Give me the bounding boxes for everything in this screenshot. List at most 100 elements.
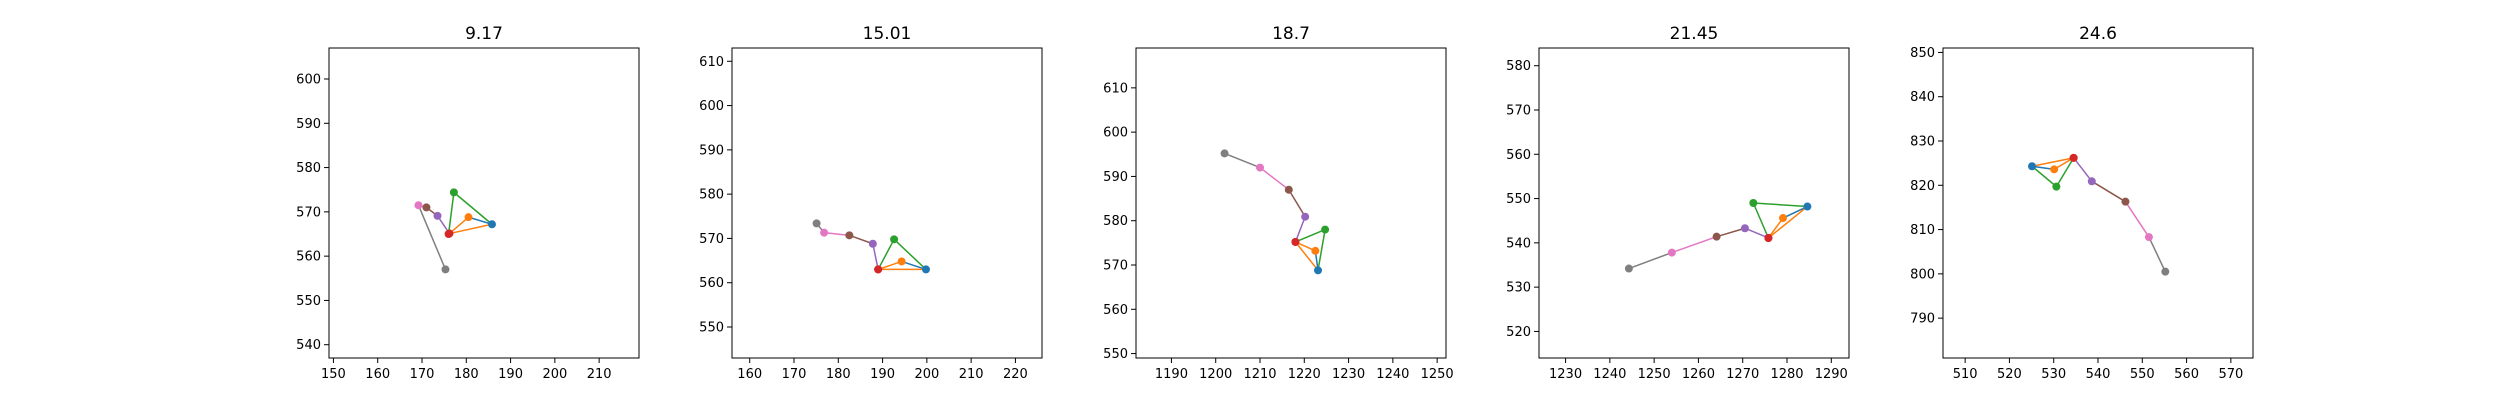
axes-frame xyxy=(1135,47,1447,359)
keypoint-marker xyxy=(1712,232,1721,241)
keypoint-marker xyxy=(1314,266,1323,275)
y-tick-label: 820 xyxy=(1910,179,1935,194)
skeleton-segment xyxy=(453,191,493,225)
subplot-2: 15.01 160 170 180 190 200 210 220 550 560 570 580 59… xyxy=(699,24,1043,382)
x-tick-label: 160 xyxy=(737,367,762,382)
keypoint-marker xyxy=(812,219,821,228)
y-tick-label: 840 xyxy=(1910,90,1935,105)
skeleton-segment xyxy=(901,260,927,271)
y-tick-label: 550 xyxy=(699,321,724,336)
skeleton-segment xyxy=(877,238,895,270)
skeleton-segment xyxy=(449,223,493,235)
skeleton-segment xyxy=(1782,205,1808,219)
y-tick-label: 560 xyxy=(1506,148,1531,163)
subplot-3: 18.7 1190 1200 1210 1220 1230 1240 1250 550 560 57… xyxy=(1103,24,1454,382)
y-tick-label: 560 xyxy=(296,250,321,265)
x-tick-label: 1290 xyxy=(1815,367,1848,382)
x-tick-label: 530 xyxy=(2041,367,2066,382)
x-tick-label: 510 xyxy=(1953,367,1978,382)
keypoint-marker xyxy=(820,228,829,237)
y-tick-label: 580 xyxy=(296,161,321,176)
skeleton-segment xyxy=(877,260,902,271)
axes-frame xyxy=(731,47,1043,359)
x-tick-label: 1190 xyxy=(1155,367,1188,382)
x-tick-label: 170 xyxy=(410,367,435,382)
skeleton-segment xyxy=(2055,157,2075,188)
keypoint-marker xyxy=(444,230,453,238)
x-tick-label: 1230 xyxy=(1332,367,1365,382)
y-tick-label: 590 xyxy=(296,117,321,132)
skeleton-segment xyxy=(824,231,850,237)
keypoint-marker xyxy=(1321,225,1330,234)
y-tick-label: 610 xyxy=(1103,81,1128,96)
keypoint-marker xyxy=(868,239,877,248)
x-tick-label: 560 xyxy=(2174,367,2199,382)
y-tick-label: 560 xyxy=(699,276,724,291)
skeleton-segment xyxy=(2091,180,2126,203)
skeleton-segment xyxy=(1294,241,1319,271)
subplot-title: 24.6 xyxy=(2079,24,2117,44)
keypoint-marker xyxy=(2052,182,2061,191)
axes-frame xyxy=(1538,47,1850,359)
x-tick-label: 180 xyxy=(454,367,479,382)
keypoint-marker xyxy=(2050,165,2059,174)
subplot-1: 9.17 150 160 170 180 190 200 210 540 550 560 570 580… xyxy=(296,24,640,382)
x-tick-label: 210 xyxy=(959,367,984,382)
keypoint-marker xyxy=(449,188,458,197)
x-tick-label: 200 xyxy=(542,367,567,382)
y-tick-label: 560 xyxy=(1103,303,1128,318)
keypoint-marker xyxy=(414,201,423,210)
x-tick-label: 190 xyxy=(498,367,523,382)
y-tick-label: 590 xyxy=(1103,170,1128,185)
x-tick-label: 180 xyxy=(826,367,851,382)
skeleton-segment xyxy=(1294,216,1306,243)
x-tick-label: 1240 xyxy=(1593,367,1626,382)
skeleton-segment xyxy=(2031,157,2074,167)
skeleton-segment xyxy=(2073,157,2093,182)
skeleton-segment xyxy=(1716,227,1746,238)
skeleton-segment xyxy=(1753,202,1808,208)
y-tick-label: 600 xyxy=(1103,126,1128,141)
keypoint-marker xyxy=(2161,267,2170,276)
skeleton-segment xyxy=(1259,166,1290,191)
keypoint-marker xyxy=(1624,264,1633,273)
y-tick-label: 540 xyxy=(296,338,321,353)
y-tick-label: 570 xyxy=(1103,259,1128,274)
keypoint-marker xyxy=(1749,199,1758,207)
keypoint-marker xyxy=(1284,185,1293,194)
y-tick-label: 550 xyxy=(1103,347,1128,362)
skeleton-segment xyxy=(1295,228,1326,243)
skeleton-segment xyxy=(448,216,469,235)
skeleton-segment xyxy=(1288,189,1306,218)
skeleton-segment xyxy=(1224,152,1261,169)
y-tick-label: 590 xyxy=(699,143,724,158)
x-tick-label: 1270 xyxy=(1726,367,1759,382)
keypoint-marker xyxy=(1220,149,1229,158)
keypoint-marker xyxy=(2087,177,2096,186)
skeleton-segment xyxy=(893,238,927,270)
x-tick-label: 1240 xyxy=(1376,367,1409,382)
y-tick-label: 530 xyxy=(1506,281,1531,296)
y-tick-label: 550 xyxy=(1506,192,1531,207)
y-tick-label: 570 xyxy=(296,205,321,220)
skeleton-segment xyxy=(2124,201,2150,238)
keypoint-marker xyxy=(441,265,450,274)
x-tick-label: 220 xyxy=(1003,367,1028,382)
y-tick-label: 600 xyxy=(296,73,321,88)
subplot-title: 9.17 xyxy=(465,24,503,44)
y-tick-label: 580 xyxy=(1506,59,1531,74)
axes-frame xyxy=(1942,47,2254,359)
x-tick-label: 520 xyxy=(1997,367,2022,382)
keypoint-marker xyxy=(2121,197,2130,206)
skeleton-segment xyxy=(1752,202,1770,239)
x-tick-label: 1220 xyxy=(1288,367,1321,382)
x-tick-label: 550 xyxy=(2130,367,2155,382)
skeleton-segment xyxy=(872,243,879,270)
keypoint-marker xyxy=(897,257,906,266)
y-tick-label: 800 xyxy=(1910,267,1935,282)
y-tick-label: 600 xyxy=(699,99,724,114)
keypoint-marker xyxy=(464,213,473,222)
skeleton-segment xyxy=(2031,165,2057,188)
keypoint-marker xyxy=(2069,153,2078,162)
x-tick-label: 540 xyxy=(2086,367,2111,382)
